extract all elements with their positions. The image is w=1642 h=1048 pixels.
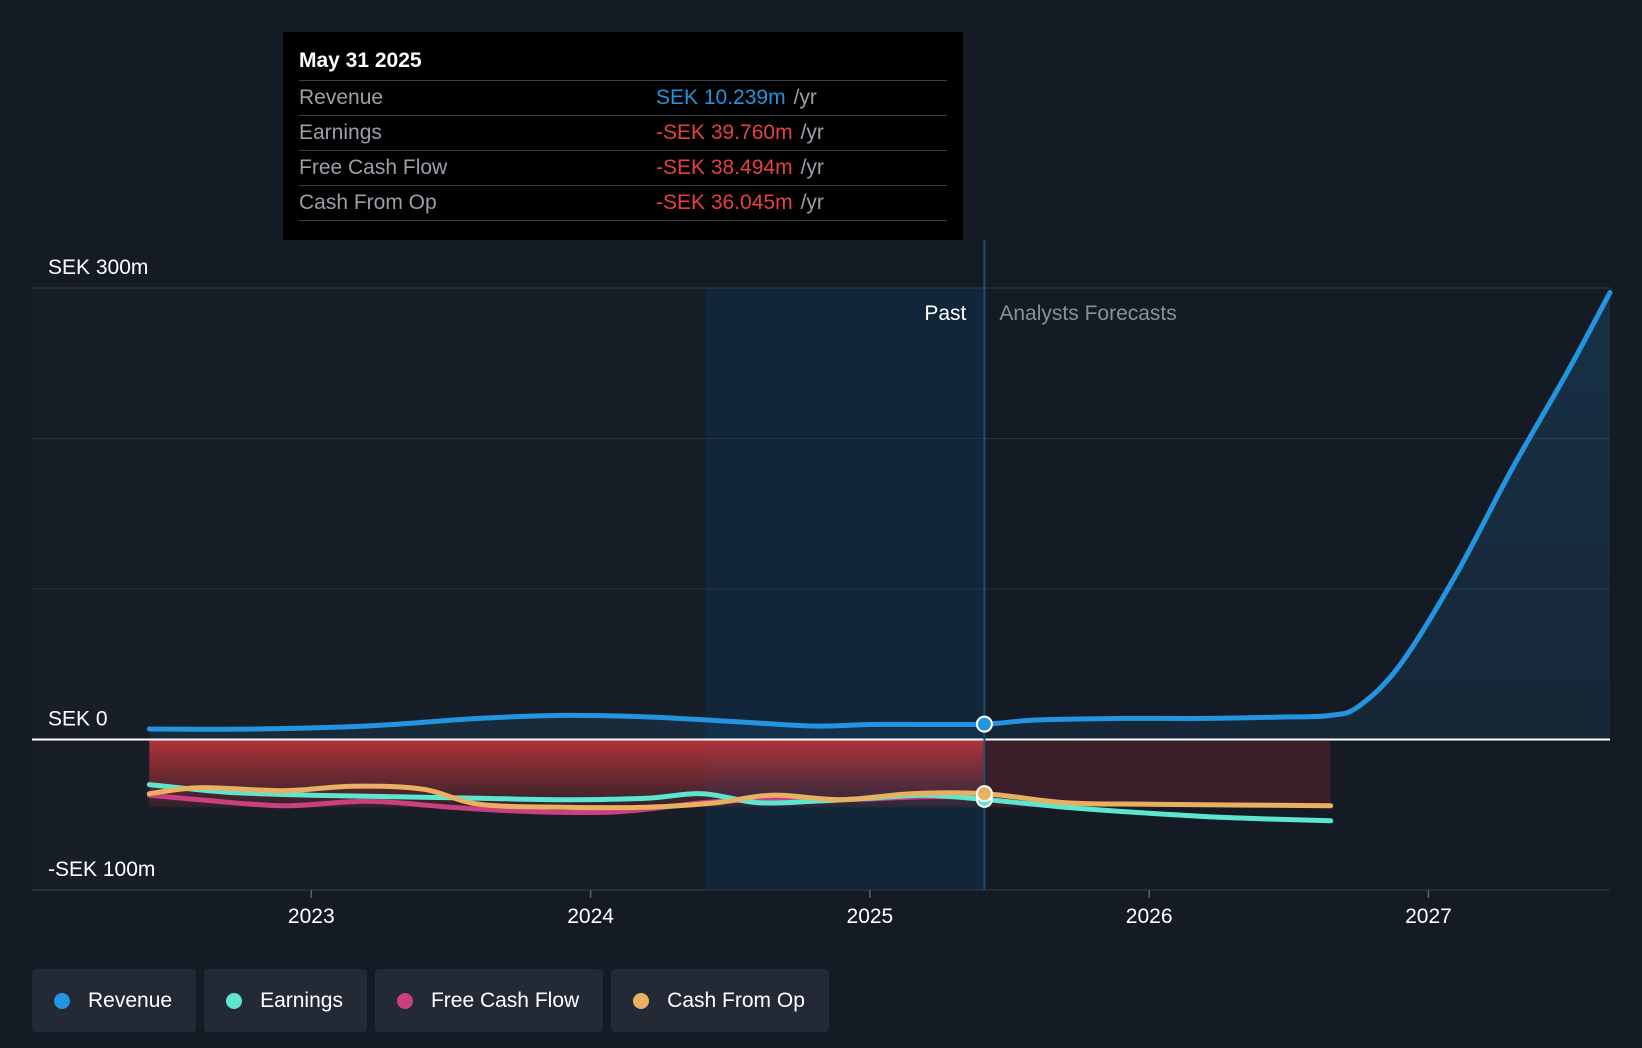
tooltip-markers	[975, 715, 993, 808]
legend-label: Free Cash Flow	[430, 988, 580, 1012]
negative-area-forecast	[984, 739, 1331, 808]
tooltip-value: -SEK 38.494m	[656, 156, 793, 179]
marker-cash-from-op	[975, 785, 993, 803]
tooltip-unit: /yr	[800, 191, 824, 214]
tooltip-date: May 31 2025	[299, 49, 422, 72]
earnings-dot-icon	[226, 992, 243, 1009]
x-tick-label: 2024	[567, 905, 614, 928]
tooltip-unit: /yr	[800, 121, 824, 144]
legend-label: Earnings	[260, 988, 343, 1012]
past-label: Past	[924, 302, 966, 325]
tooltip-row-earnings: Earnings -SEK 39.760m /yr	[299, 115, 947, 150]
tooltip-label: Revenue	[299, 86, 384, 109]
y-tick-label: SEK 300m	[48, 256, 148, 279]
cash-from-op-dot-icon	[633, 992, 650, 1009]
series-line-earnings	[146, 782, 1334, 824]
tooltip-label: Cash From Op	[299, 191, 437, 214]
revenue-area	[149, 292, 1610, 740]
tooltip-unit: /yr	[793, 86, 817, 109]
tooltip-unit: /yr	[800, 156, 824, 179]
legend: Revenue Earnings Free Cash Flow Cash Fro…	[32, 969, 829, 1032]
x-tick-label: 2026	[1126, 905, 1173, 928]
x-tick-label: 2027	[1405, 905, 1452, 928]
tooltip-row-revenue: Revenue SEK 10.239m /yr	[299, 80, 947, 115]
tooltip-value: SEK 10.239m	[656, 86, 786, 109]
free-cash-flow-dot-icon	[396, 992, 413, 1009]
tooltip-label: Free Cash Flow	[299, 156, 448, 179]
tooltip-panel: May 31 2025 Revenue SEK 10.239m /yr Earn…	[283, 32, 963, 240]
negative-area-past	[149, 739, 985, 808]
revenue-dot-icon	[54, 992, 70, 1009]
series-line-revenue	[146, 290, 1613, 732]
tooltip-row-cash-from-op: Cash From Op -SEK 36.045m /yr	[299, 185, 947, 221]
y-tick-label: -SEK 100m	[48, 858, 155, 881]
legend-item-cash-from-op[interactable]: Cash From Op	[611, 969, 829, 1032]
x-tick-label: 2025	[847, 905, 894, 928]
forecast-label: Analysts Forecasts	[999, 302, 1176, 325]
axis-labels: SEK 300m SEK 0 -SEK 100m 2023 2024 2025 2026 20…	[48, 256, 1452, 928]
legend-label: Revenue	[88, 988, 173, 1012]
y-tick-label: SEK 0	[48, 708, 108, 731]
legend-item-earnings[interactable]: Earnings	[204, 969, 367, 1032]
tooltip-value: -SEK 36.045m	[656, 191, 793, 214]
legend-item-revenue[interactable]: Revenue	[32, 969, 197, 1032]
legend-item-free-cash-flow[interactable]: Free Cash Flow	[374, 969, 604, 1032]
grid-lines	[32, 287, 1610, 891]
series-line-cash-from-op	[146, 783, 1334, 811]
legend-label: Cash From Op	[667, 988, 805, 1012]
tooltip-value: -SEK 39.760m	[656, 121, 793, 144]
x-tick-label: 2023	[288, 905, 335, 928]
tooltip-row-free-cash-flow: Free Cash Flow -SEK 38.494m /yr	[299, 150, 947, 185]
tooltip-label: Earnings	[299, 121, 382, 144]
series-lines	[146, 290, 1613, 824]
marker-revenue	[975, 715, 993, 733]
